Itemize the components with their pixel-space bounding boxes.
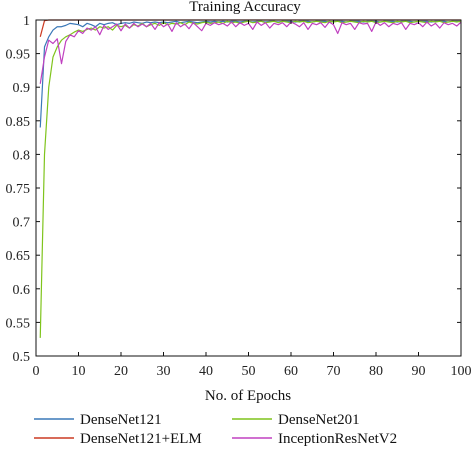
axes: 0 10 20 30 40 50 60 70 80 90 100 0.5 0.55 0.6 0.65 0.7 0… <box>6 14 472 379</box>
legend-label-inceptionresnetv2: InceptionResNetV2 <box>278 431 397 447</box>
y-tick-label: 0.75 <box>6 182 31 197</box>
y-tick-label: 0.95 <box>6 48 31 63</box>
x-tick-label: 90 <box>412 364 426 379</box>
x-tick-label: 30 <box>157 364 171 379</box>
legend-label-densenet121-elm: DenseNet121+ELM <box>80 431 202 447</box>
legend-label-densenet121: DenseNet121 <box>80 412 162 428</box>
plot-area <box>39 19 462 338</box>
x-tick-label: 20 <box>114 364 128 379</box>
y-tick-label: 0.85 <box>6 115 31 130</box>
y-tick-label: 0.65 <box>6 249 31 264</box>
x-tick-label: 10 <box>72 364 86 379</box>
x-tick-label: 70 <box>327 364 341 379</box>
y-tick-label: 0.6 <box>13 283 31 298</box>
y-tick-label: 0.55 <box>6 316 31 331</box>
plot-frame <box>35 19 462 357</box>
x-axis-title: No. of Epochs <box>205 388 291 404</box>
x-tick-label: 50 <box>242 364 256 379</box>
legend: DenseNet121 DenseNet201 DenseNet121+ELM Inc… <box>34 412 397 447</box>
x-tick-label: 0 <box>33 364 40 379</box>
y-tick-label: 0.8 <box>13 148 31 163</box>
legend-label-densenet201: DenseNet201 <box>278 412 360 428</box>
series-line-densenet121 <box>39 20 461 128</box>
x-tick-label: 60 <box>284 364 298 379</box>
series-line-inceptionresnetv2 <box>39 21 462 84</box>
chart-title: Training Accuracy <box>189 0 301 15</box>
y-tick-label: 0.5 <box>13 350 31 365</box>
x-tick-label: 80 <box>369 364 383 379</box>
y-tick-label: 0.7 <box>13 216 31 231</box>
y-tick-label: 0.9 <box>13 81 31 96</box>
x-tick-label: 40 <box>199 364 213 379</box>
x-tick-label: 100 <box>451 364 472 379</box>
series-line-densenet201 <box>39 20 462 338</box>
y-tick-label: 1 <box>23 14 30 29</box>
